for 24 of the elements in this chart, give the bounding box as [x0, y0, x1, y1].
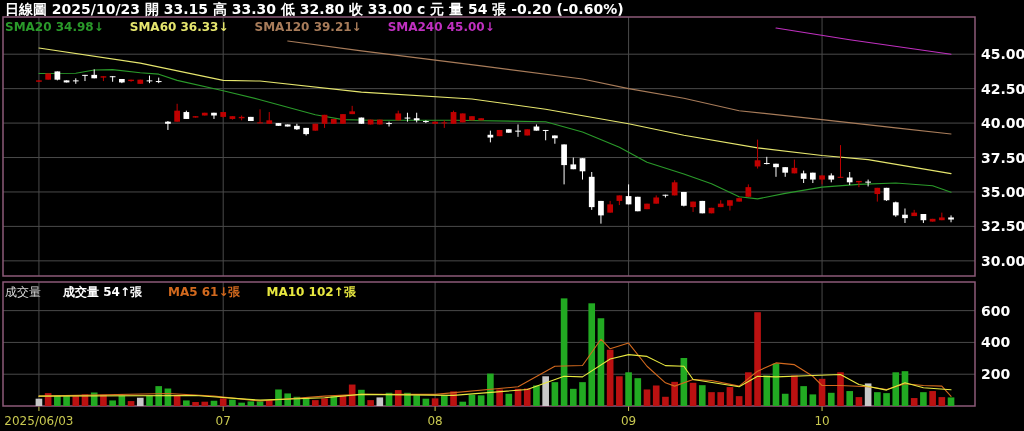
chart-title: 日線圖 2025/10/23 開 33.15 高 33.30 低 32.80 收 33.00 c 元 量 54 張 -0.20 (-0.60%) [5, 1, 624, 17]
y-tick-label: 45.00 [981, 46, 1024, 63]
text: SMA20 34.98↓ [5, 20, 104, 34]
x-tick-label: 10 [814, 414, 830, 428]
text: MA10 102↑張 [266, 285, 357, 299]
y-tick-label: 600 [981, 302, 1011, 319]
y-tick-label: 42.50 [981, 80, 1024, 97]
y-tick-label: 200 [981, 366, 1011, 383]
y-tick-label: 30.00 [981, 252, 1024, 269]
y-tick-label: 35.00 [981, 183, 1024, 200]
text: MA5 61↓張 [167, 285, 242, 299]
chart-subtitle: 成交量 54↑張 [62, 285, 143, 299]
text: SMA240 45.00↓ [387, 20, 495, 34]
x-tick-label: 07 [215, 414, 231, 428]
series-label: SMA120 39.21↓ [254, 20, 362, 34]
y-tick-label: 37.50 [981, 149, 1024, 166]
y-tick-label: 40.00 [981, 115, 1024, 132]
y-tick-label: 32.50 [981, 218, 1024, 235]
text: SMA60 36.33↓ [129, 20, 229, 34]
x-tick-label: 2025/06/03 [4, 414, 74, 428]
y-tick-label: 400 [981, 334, 1011, 351]
x-tick-label: 09 [620, 414, 637, 428]
x-tick-label: 08 [427, 414, 443, 428]
chart-title: 成交量 [5, 285, 41, 299]
